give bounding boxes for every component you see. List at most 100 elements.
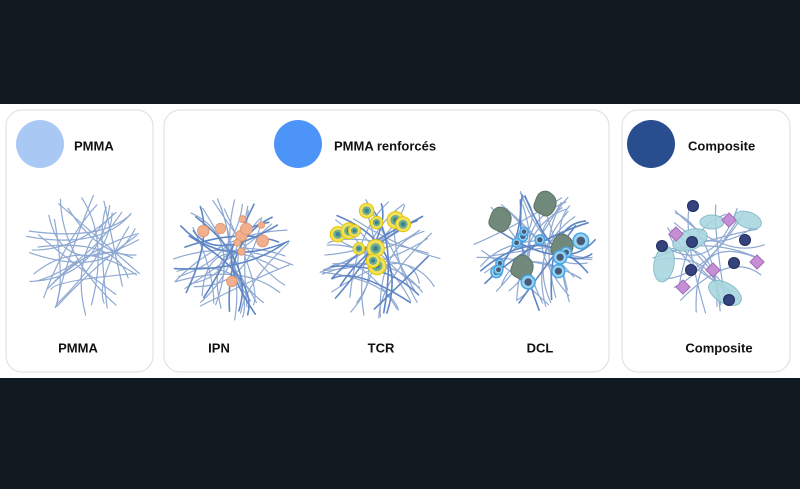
polymer-chain: [177, 203, 244, 278]
polymer-chain: [37, 244, 129, 279]
filler-sphere: [687, 200, 699, 212]
rubber-center: [374, 220, 379, 225]
panel-title: PMMA: [74, 138, 114, 153]
polymer-chain: [673, 222, 753, 242]
polymer-chain: [230, 221, 270, 315]
polymer-chain: [81, 197, 99, 306]
filler-crystal: [675, 279, 691, 295]
crosslink-node: [233, 239, 242, 247]
panel-title: Composite: [688, 138, 755, 153]
polymer-chain: [658, 212, 745, 280]
polymer-chain: [695, 250, 764, 313]
polymer-chain: [687, 208, 707, 314]
fiber-bundle: [734, 210, 762, 230]
panel: [5, 109, 154, 373]
rubber-center: [372, 245, 379, 252]
polymer-chain: [674, 210, 765, 249]
item-label: Composite: [685, 340, 752, 355]
polymer-chain: [508, 204, 531, 292]
polymer-chain: [179, 225, 290, 254]
rubber-center: [335, 231, 341, 237]
polymer-chain: [190, 212, 225, 306]
crosslink-node: [238, 215, 247, 224]
polymer-chain: [679, 266, 762, 301]
polymer-chain: [199, 264, 291, 307]
fiber-bundle: [699, 214, 725, 230]
polymer-chain: [518, 225, 577, 304]
item-label: IPN: [208, 340, 230, 355]
color-dot: [16, 120, 64, 168]
polymer-chain: [223, 208, 256, 306]
polymer-chain: [370, 207, 390, 314]
polymer-chain: [173, 241, 287, 270]
item-label: PMMA: [58, 340, 98, 355]
rubber-center: [364, 208, 369, 213]
particle-core: [521, 229, 527, 234]
polymer-chain: [239, 242, 289, 314]
filler-cluster: [533, 190, 557, 217]
polymer-chain: [352, 218, 441, 260]
polymer-chain: [479, 244, 589, 274]
particle-core: [554, 267, 562, 275]
filler-crystal: [668, 226, 684, 242]
filler-cluster: [510, 254, 534, 281]
rubber-center: [400, 222, 406, 227]
polymer-chain: [37, 234, 117, 295]
color-dot: [627, 120, 675, 168]
polymer-chain: [58, 203, 140, 275]
particle-core: [576, 236, 586, 246]
item-label: DCL: [527, 340, 554, 355]
filler-sphere: [739, 234, 751, 246]
polymer-chain: [541, 216, 576, 307]
particle-core: [556, 253, 564, 261]
polymer-chain: [48, 214, 140, 257]
polymer-chain: [36, 211, 123, 282]
crosslink-node: [214, 222, 227, 235]
polymer-chain: [56, 235, 138, 307]
filler-sphere: [656, 240, 668, 252]
polymer-chain: [28, 228, 136, 263]
filler-sphere: [685, 264, 697, 276]
color-dot: [274, 120, 322, 168]
polymer-chain: [331, 274, 412, 304]
filler-crystal: [705, 262, 721, 278]
polymer-chain: [59, 198, 117, 306]
polymer-chain: [212, 199, 286, 286]
polymer-chain: [101, 226, 130, 304]
bottom-band: [0, 378, 800, 484]
crosslink-node: [239, 222, 253, 236]
filler-crystal: [721, 212, 737, 228]
filler-sphere: [723, 294, 735, 306]
particle-core: [537, 237, 543, 243]
polymer-chain: [202, 203, 255, 299]
polymer-chain: [101, 206, 108, 309]
rubber-center: [371, 258, 376, 263]
panel-title: PMMA renforcés: [334, 138, 436, 153]
polymer-chain: [49, 251, 134, 287]
rubber-center: [357, 246, 361, 251]
filler-sphere: [728, 257, 740, 269]
polymer-chain: [373, 255, 429, 310]
polymer-chain: [201, 252, 280, 297]
polymer-chain: [336, 214, 393, 314]
filler-cluster: [488, 206, 512, 233]
polymer-chain: [192, 224, 279, 247]
polymer-chain: [28, 214, 131, 235]
crosslink-node: [256, 234, 270, 248]
illustrations: [25, 190, 765, 321]
polymer-chain: [103, 200, 123, 287]
rubber-center: [352, 228, 357, 233]
item-label: TCR: [368, 340, 395, 355]
filler-sphere: [686, 236, 698, 248]
particle-core: [514, 240, 519, 246]
crosslink-node: [226, 275, 238, 288]
polymer-chain: [516, 208, 567, 301]
polymer-chain: [25, 212, 132, 241]
particle-core: [524, 278, 532, 286]
polymer-chain: [80, 211, 117, 316]
polymer-chain: [53, 218, 61, 309]
crosslink-node: [197, 224, 210, 238]
polymer-chain: [542, 210, 569, 304]
particle-core: [497, 260, 503, 266]
polymer-chain: [185, 205, 205, 294]
